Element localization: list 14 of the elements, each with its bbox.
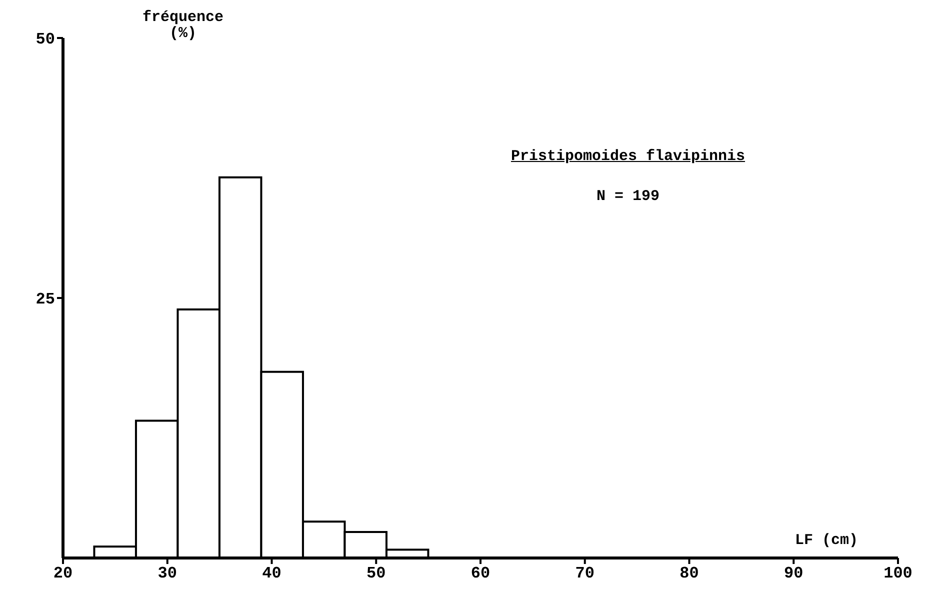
- x-tick-label: 70: [575, 564, 594, 582]
- y-axis-title: fréquence (%): [142, 9, 224, 42]
- x-tick-label: 50: [366, 564, 386, 582]
- annotation: Pristipomoides flavipinnis: [510, 148, 746, 165]
- x-tick-label: 20: [53, 564, 73, 582]
- y-tick-label: 25: [36, 290, 55, 309]
- x-tick-label: 80: [680, 564, 699, 582]
- annotation: N = 199: [596, 188, 660, 205]
- x-tick-label: 40: [262, 564, 282, 582]
- x-tick-label: 60: [470, 564, 490, 582]
- x-tick-label: 30: [158, 564, 177, 582]
- x-tick-label: 100: [884, 564, 912, 582]
- x-tick-label: 90: [784, 564, 804, 582]
- x-axis-title: LF (cm): [794, 532, 858, 549]
